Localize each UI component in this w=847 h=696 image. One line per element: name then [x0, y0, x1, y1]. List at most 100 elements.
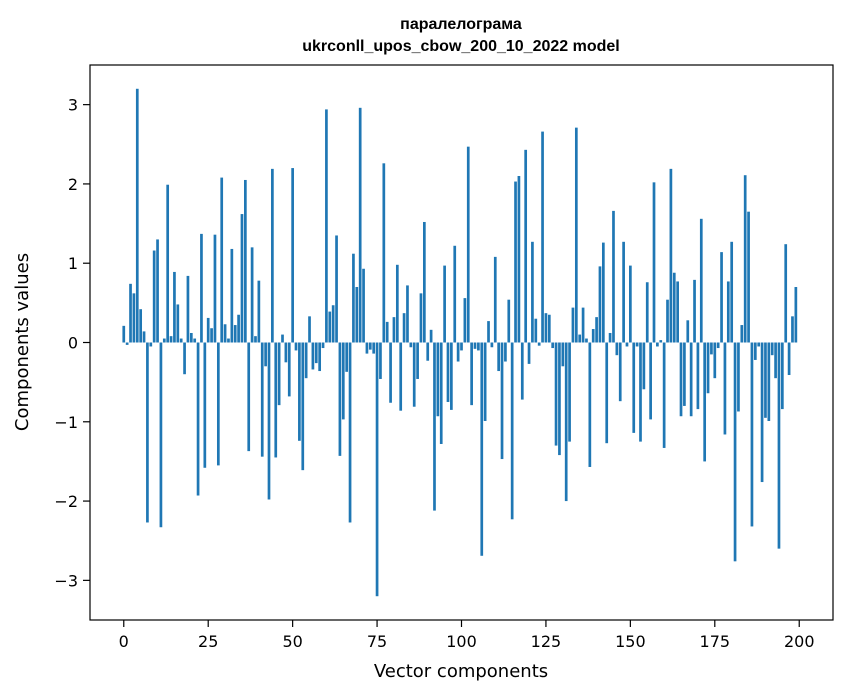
- bar: [787, 342, 791, 376]
- bar: [652, 182, 656, 343]
- bar: [422, 221, 426, 343]
- bar: [365, 342, 369, 354]
- bar: [456, 342, 460, 362]
- bar: [227, 338, 230, 343]
- bar: [179, 338, 183, 343]
- bar: [291, 168, 294, 343]
- bar: [230, 248, 234, 343]
- bar: [395, 264, 399, 343]
- bar: [247, 342, 251, 452]
- bar: [162, 338, 166, 343]
- bar: [416, 342, 419, 379]
- bar: [507, 299, 511, 343]
- x-tick-label: 25: [198, 632, 218, 651]
- bar: [189, 332, 193, 343]
- bar: [325, 109, 328, 343]
- bar: [608, 332, 612, 343]
- y-tick-label: −1: [54, 413, 78, 432]
- bar: [473, 342, 477, 349]
- bar: [314, 342, 318, 364]
- bar: [686, 320, 690, 343]
- bar: [213, 234, 217, 343]
- bar: [537, 342, 541, 346]
- bar: [358, 107, 362, 343]
- bar: [750, 342, 754, 527]
- bar: [716, 342, 720, 349]
- bar: [669, 168, 673, 343]
- bar: [574, 127, 578, 343]
- bar: [453, 245, 457, 343]
- bar: [412, 342, 416, 407]
- bar: [446, 342, 450, 402]
- bar: [561, 342, 565, 367]
- bar: [760, 342, 764, 483]
- bar: [524, 149, 528, 343]
- bar: [372, 342, 376, 354]
- bar: [409, 342, 413, 348]
- bar: [554, 342, 558, 446]
- bar: [568, 342, 571, 442]
- bar: [132, 293, 136, 343]
- bar: [122, 325, 126, 343]
- bar: [706, 342, 710, 394]
- bar: [558, 342, 561, 456]
- y-tick-label: 1: [68, 254, 78, 273]
- y-tick-label: 2: [68, 175, 78, 194]
- bar: [551, 342, 555, 349]
- bar: [510, 342, 514, 520]
- bar: [564, 342, 568, 502]
- bar: [399, 342, 403, 411]
- bar: [298, 342, 301, 441]
- y-tick-label: 3: [68, 96, 78, 115]
- bar: [341, 342, 345, 420]
- chart-subtitle: ukrconll_upos_cbow_200_10_2022 model: [302, 38, 619, 55]
- bar: [223, 324, 227, 343]
- bar: [338, 342, 342, 456]
- x-tick-label: 200: [784, 632, 815, 651]
- bar: [483, 342, 487, 421]
- bar: [683, 342, 686, 406]
- bar: [595, 317, 598, 343]
- bar: [703, 342, 707, 462]
- bar: [244, 179, 247, 343]
- bar: [206, 317, 210, 343]
- bar: [571, 307, 575, 343]
- bar: [585, 338, 588, 343]
- bar: [379, 342, 382, 379]
- bar: [625, 342, 629, 347]
- x-tick-label: 100: [446, 632, 477, 651]
- bar: [605, 342, 609, 444]
- bar: [183, 342, 186, 375]
- bar: [635, 342, 639, 347]
- bar: [737, 342, 740, 412]
- bar: [747, 211, 750, 343]
- bar: [210, 328, 213, 343]
- bar: [193, 338, 197, 343]
- bar: [629, 265, 632, 343]
- bar: [591, 329, 595, 343]
- bar: [676, 281, 679, 343]
- bar: [402, 313, 406, 343]
- bar: [753, 342, 757, 360]
- bar: [139, 309, 143, 343]
- bar: [531, 241, 534, 343]
- bar: [301, 342, 305, 471]
- bar: [656, 342, 659, 347]
- bar: [392, 317, 396, 343]
- bar: [618, 342, 622, 402]
- bar: [368, 342, 372, 350]
- bar: [632, 342, 636, 433]
- bar: [710, 342, 713, 355]
- bar: [477, 342, 480, 351]
- x-tick-label: 175: [700, 632, 731, 651]
- bar: [490, 342, 494, 348]
- bar: [612, 210, 615, 343]
- bar: [436, 342, 440, 417]
- y-axis-label: Components values: [12, 253, 33, 431]
- bar: [389, 342, 392, 403]
- bar: [352, 253, 355, 343]
- bar: [152, 250, 156, 343]
- bar: [460, 342, 463, 351]
- bar: [250, 247, 254, 343]
